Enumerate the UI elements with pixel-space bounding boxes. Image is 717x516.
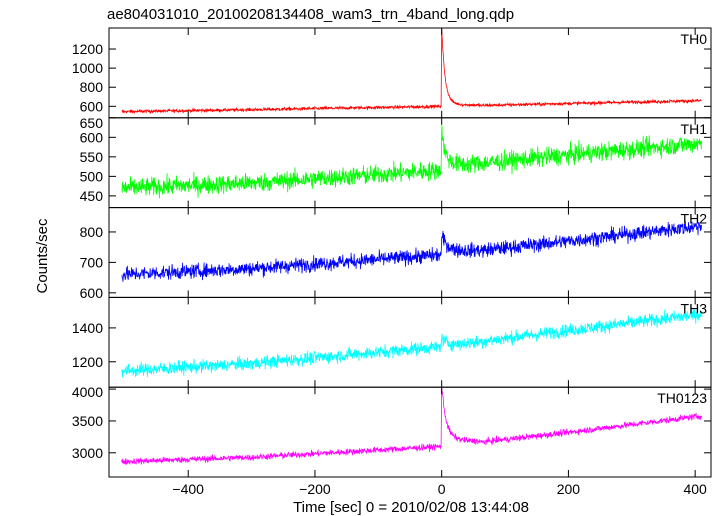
- y-tick-label: 650: [80, 115, 104, 131]
- x-tick-label: 0: [438, 481, 446, 497]
- series-th0123: [121, 387, 702, 466]
- panel-frame: [108, 207, 712, 298]
- panel-th3: 1200 1400 TH3: [72, 296, 712, 388]
- x-tick-label: 400: [683, 481, 707, 497]
- x-tick-label: −400: [172, 481, 204, 497]
- y-tick-label: 1200: [72, 41, 103, 57]
- panel-frame: [108, 386, 712, 478]
- y-tick-label: 450: [80, 188, 104, 204]
- x-tick-label: 200: [557, 481, 581, 497]
- chart-title: ae804031010_20100208134408_wam3_trn_4ban…: [107, 6, 514, 23]
- series-th2: [121, 221, 702, 282]
- x-tick-label: −200: [299, 481, 331, 497]
- x-axis: −400 −200 0 200 400: [172, 481, 707, 497]
- series-th1: [121, 125, 702, 199]
- panel-label: TH2: [681, 211, 708, 227]
- y-tick-label: 1200: [72, 354, 103, 370]
- y-tick-label: 3500: [72, 413, 103, 429]
- panel-th0123: 3000 3500 4000 TH0123: [72, 384, 712, 478]
- y-tick-label: 3000: [72, 445, 103, 461]
- y-tick-label: 1000: [72, 60, 103, 76]
- panel-th0: 600 800 1000 1200 TH0: [72, 27, 712, 119]
- series-th3: [121, 306, 702, 378]
- panel-frame: [108, 296, 712, 388]
- y-tick-label: 600: [80, 129, 104, 145]
- y-tick-label: 1400: [72, 320, 103, 336]
- y-tick-label: 500: [80, 168, 104, 184]
- y-tick-label: 800: [80, 224, 104, 240]
- panel-label: TH1: [681, 121, 708, 137]
- panel-th2: 600 700 800 TH2: [80, 207, 712, 301]
- x-axis-label: Time [sec] 0 = 2010/02/08 13:44:08: [293, 499, 529, 516]
- panel-label: TH3: [681, 300, 708, 316]
- panel-label: TH0123: [657, 390, 707, 406]
- panel-frame: [108, 117, 712, 209]
- y-tick-label: 600: [80, 285, 104, 301]
- y-tick-label: 600: [80, 98, 104, 114]
- y-tick-label: 550: [80, 149, 104, 165]
- y-tick-label: 4000: [72, 384, 103, 400]
- y-tick-label: 800: [80, 79, 104, 95]
- series-th0: [121, 28, 702, 115]
- panel-frame: [108, 27, 712, 119]
- panel-label: TH0: [681, 31, 708, 47]
- y-tick-label: 700: [80, 254, 104, 270]
- y-axis-label: Counts/sec: [34, 218, 51, 294]
